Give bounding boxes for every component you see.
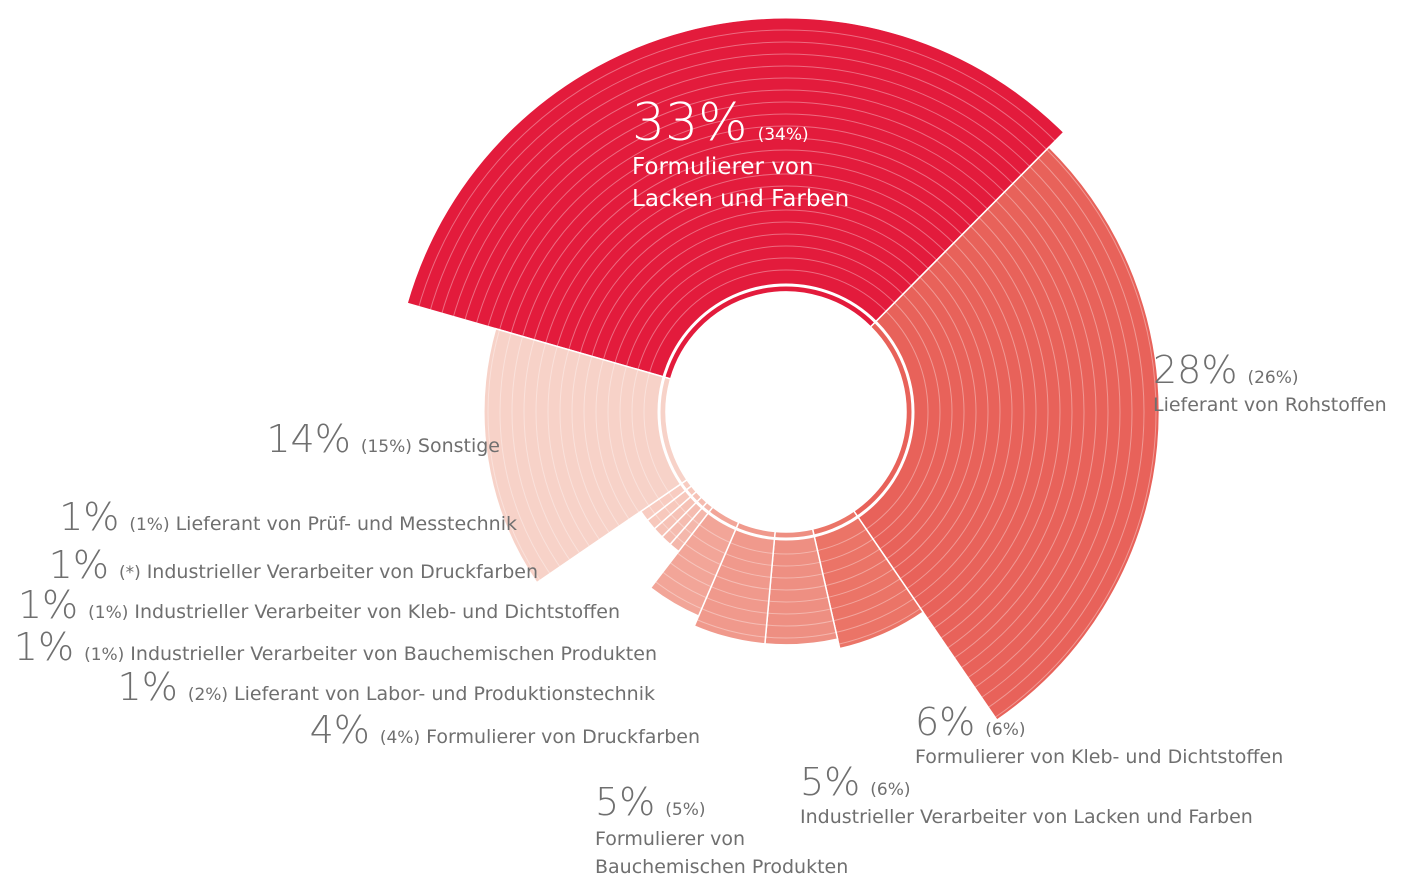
value-label: 1% — [118, 665, 178, 709]
value-label: 1% — [18, 583, 78, 627]
previous-value-label: (26%) — [1247, 368, 1298, 388]
value-label: 14% — [266, 417, 350, 461]
previous-value-label: (6%) — [985, 720, 1025, 740]
category-label: Industrieller Verarbeiter von Druckfarbe… — [147, 561, 538, 583]
value-label: 28% — [1153, 348, 1237, 392]
previous-value-label: (5%) — [665, 800, 705, 820]
previous-value-label: (1%) — [84, 645, 124, 665]
ring-line — [427, 53, 1145, 771]
ring-line — [595, 221, 977, 603]
previous-value-label: (1%) — [88, 603, 128, 623]
segment — [483, 327, 689, 584]
previous-value-label: (2%) — [188, 685, 228, 705]
category-label: Formulierer von Druckfarben — [426, 726, 700, 748]
ring-line — [403, 29, 1169, 795]
previous-value-label: (34%) — [758, 125, 809, 145]
value-label: 5% — [800, 760, 860, 804]
segment-label: 14% (15%) Sonstige — [266, 417, 500, 461]
segment-value: 5% (5%) — [595, 780, 706, 824]
previous-value-label: (6%) — [870, 780, 910, 800]
ring-line — [535, 161, 1037, 663]
segment-value: 5% (6%) — [800, 760, 911, 804]
ring-line — [523, 149, 1049, 675]
ring-line — [487, 113, 1085, 711]
value-label: 1% — [49, 543, 109, 587]
segment-label: 1% (*) Industrieller Verarbeiter von Druck… — [49, 543, 538, 587]
ring-line — [547, 173, 1025, 651]
previous-value-label: (15%) — [361, 437, 412, 457]
previous-value-label: (1%) — [129, 515, 169, 535]
ring-line — [499, 125, 1073, 699]
segment-value: 28% (26%) — [1153, 348, 1299, 392]
value-label: 5% — [595, 780, 655, 824]
category-label: Formulierer von Kleb- und Dichtstoffen — [915, 746, 1283, 768]
ring-line — [451, 77, 1121, 747]
segment-label: 4% (4%) Formulierer von Druckfarben — [310, 708, 700, 752]
ring-line — [475, 101, 1097, 723]
segment-value: 6% (6%) — [915, 700, 1026, 744]
ring-line — [391, 17, 1181, 807]
ring-line — [571, 197, 1001, 627]
segment — [406, 17, 1065, 380]
category-label: Industrieller Verarbeiter von Kleb- und … — [134, 601, 620, 623]
previous-value-label: (4%) — [380, 728, 420, 748]
ring-line — [607, 233, 965, 591]
ring-line — [559, 185, 1013, 639]
category-label: Industrieller Verarbeiter von Bauchemisc… — [130, 643, 657, 665]
ring-line — [643, 269, 929, 555]
segment-value: 33% (34%) — [632, 93, 809, 153]
ring-line — [511, 137, 1061, 687]
value-label: 1% — [59, 495, 119, 539]
segment-label: 1% (1%) Industrieller Verarbeiter von Bauc… — [14, 625, 657, 669]
segment-label: 1% (1%) Lieferant von Prüf- und Messtechni… — [59, 495, 517, 539]
ring-line — [463, 89, 1109, 735]
segment — [811, 509, 925, 650]
value-label: 6% — [915, 700, 975, 744]
value-label: 1% — [14, 625, 74, 669]
category-line: Formulierer von — [632, 154, 821, 180]
ring-line — [415, 41, 1157, 783]
category-label: Lieferant von Prüf- und Messtechnik — [176, 513, 517, 535]
category-label: Formulierer von Bauchemischen Produkten — [595, 828, 848, 877]
category-line: Bauchemischen Produkten — [595, 856, 848, 877]
ring-line — [583, 209, 989, 615]
category-label: Lieferant von Labor- und Produktionstech… — [234, 683, 655, 705]
ring-line — [619, 245, 953, 579]
category-label: Formulierer von Lacken und Farben — [632, 154, 849, 212]
hole — [669, 295, 903, 529]
segment-label: 1% (1%) Industrieller Verarbeiter von Kleb… — [18, 583, 620, 627]
previous-value-label: (*) — [119, 563, 141, 583]
ring-line — [439, 65, 1133, 759]
category-line: Lacken und Farben — [632, 186, 849, 212]
category-line: Formulierer von — [595, 828, 751, 850]
ring-line — [631, 257, 941, 567]
value-label: 4% — [310, 708, 370, 752]
category-label: Sonstige — [418, 435, 500, 457]
category-label: Industrieller Verarbeiter von Lacken und… — [800, 806, 1253, 828]
category-label: Lieferant von Rohstoffen — [1153, 394, 1387, 416]
value-label: 33% — [632, 93, 748, 153]
inner-ring — [657, 283, 915, 541]
segment — [852, 145, 1161, 722]
segment-label: 1% (2%) Lieferant von Labor- und Produktio… — [118, 665, 655, 709]
